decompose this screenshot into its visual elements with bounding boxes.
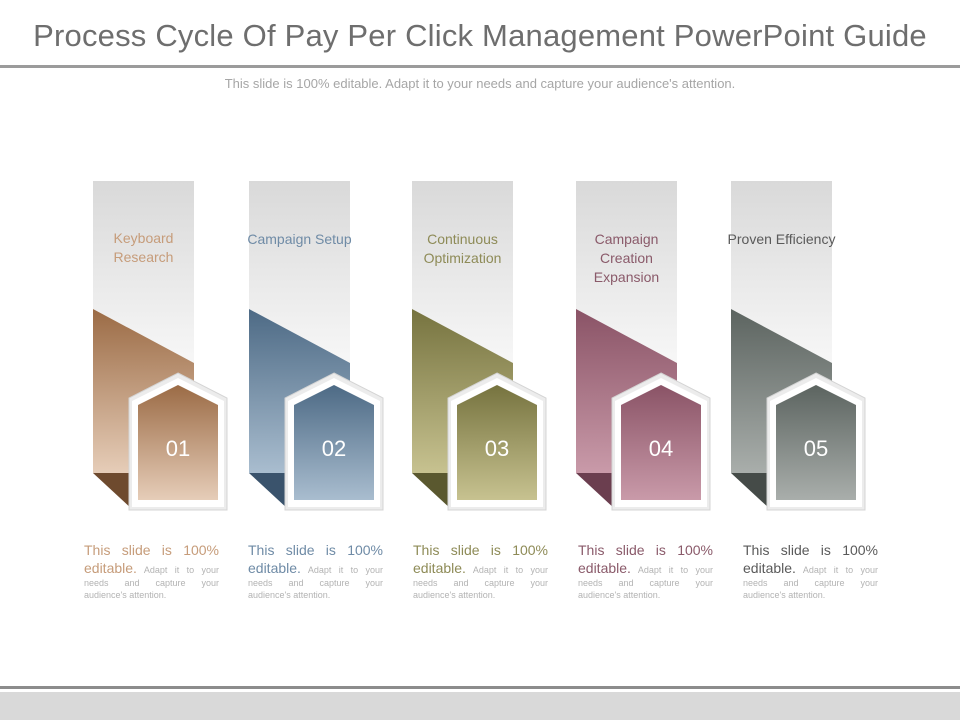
step-number: 05 xyxy=(803,436,829,461)
step-description-body: Adapt it to your needs and capture your … xyxy=(578,565,713,600)
slide-subtitle: This slide is 100% editable. Adapt it to… xyxy=(224,76,736,91)
step-label: Campaign Creation Expansion xyxy=(593,231,660,285)
column-fold xyxy=(249,473,289,510)
step-description: This slide is 100% editable. Adapt it to… xyxy=(743,541,878,601)
step-description-body: Adapt it to your needs and capture your … xyxy=(84,565,219,600)
column-cap xyxy=(412,181,513,363)
step-label: Keyboard Research xyxy=(113,230,174,265)
step-number: 03 xyxy=(484,436,510,461)
step-05 xyxy=(731,181,866,511)
step-description: This slide is 100% editable. Adapt it to… xyxy=(248,541,383,601)
step-02 xyxy=(249,181,384,511)
column-cap xyxy=(93,181,194,363)
column-fold xyxy=(731,473,771,510)
column-cap xyxy=(249,181,350,363)
column-cap xyxy=(731,181,832,363)
column-fold xyxy=(576,473,616,510)
step-description-body: Adapt it to your needs and capture your … xyxy=(743,565,878,600)
step-description-body: Adapt it to your needs and capture your … xyxy=(248,565,383,600)
step-description-lead: This slide is 100% editable. xyxy=(84,542,219,576)
title-divider xyxy=(0,65,960,68)
step-description: This slide is 100% editable. Adapt it to… xyxy=(578,541,713,601)
badge-fill xyxy=(138,385,218,500)
footer-band xyxy=(0,692,960,720)
step-number: 01 xyxy=(165,436,191,461)
step-description: This slide is 100% editable. Adapt it to… xyxy=(84,541,219,601)
step-description-body: Adapt it to your needs and capture your … xyxy=(413,565,548,600)
column-fold xyxy=(93,473,133,510)
step-number: 02 xyxy=(321,436,347,461)
badge-fill xyxy=(294,385,374,500)
step-description-lead: This slide is 100% editable. xyxy=(248,542,383,576)
badge-fill xyxy=(621,385,701,500)
badge-fill xyxy=(457,385,537,500)
column-cap xyxy=(576,181,677,363)
step-01 xyxy=(93,181,228,511)
step-04 xyxy=(576,181,711,511)
step-description-lead: This slide is 100% editable. xyxy=(413,542,548,576)
step-label: Continuous Optimization xyxy=(423,231,502,266)
step-number: 04 xyxy=(648,436,674,461)
slide-title: Process Cycle Of Pay Per Click Managemen… xyxy=(33,18,927,53)
column-fold xyxy=(412,473,452,510)
step-description-lead: This slide is 100% editable. xyxy=(578,542,713,576)
step-description-lead: This slide is 100% editable. xyxy=(743,542,878,576)
step-03 xyxy=(412,181,547,511)
step-description: This slide is 100% editable. Adapt it to… xyxy=(413,541,548,601)
footer-divider xyxy=(0,686,960,689)
step-label: Campaign Setup xyxy=(247,231,352,247)
step-label: Proven Efficiency xyxy=(727,231,836,247)
badge-fill xyxy=(776,385,856,500)
